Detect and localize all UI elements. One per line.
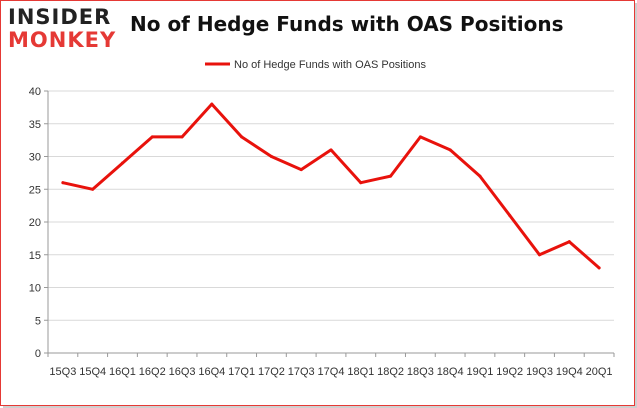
legend-label: No of Hedge Funds with OAS Positions xyxy=(234,59,426,71)
y-tick-label: 20 xyxy=(29,217,41,229)
x-tick-label: 18Q2 xyxy=(377,366,404,378)
data-point xyxy=(329,148,333,152)
data-point xyxy=(299,168,303,172)
data-point xyxy=(597,266,601,270)
data-point xyxy=(389,174,393,178)
insider-monkey-logo: INSIDER MONKEY xyxy=(8,6,118,56)
data-point xyxy=(180,135,184,139)
x-tick-label: 16Q3 xyxy=(169,366,196,378)
data-point xyxy=(150,135,154,139)
y-tick-label: 35 xyxy=(29,119,41,131)
x-tick-label: 20Q1 xyxy=(586,366,613,378)
y-tick-label: 5 xyxy=(35,315,41,327)
y-tick-labels: 0 5 10 15 20 25 30 35 40 xyxy=(29,86,41,360)
y-tick-label: 15 xyxy=(29,250,41,262)
y-tick-label: 40 xyxy=(29,86,41,98)
x-tick-label: 18Q1 xyxy=(347,366,374,378)
data-point xyxy=(567,240,571,244)
chart-title: No of Hedge Funds with OAS Positions xyxy=(130,12,564,36)
x-tick-label: 16Q2 xyxy=(139,366,166,378)
x-tick-label: 19Q1 xyxy=(466,366,493,378)
data-point xyxy=(210,102,214,106)
data-point xyxy=(240,135,244,139)
data-point xyxy=(269,155,273,158)
data-point xyxy=(538,253,542,257)
series-line xyxy=(61,102,601,270)
x-tick-label: 18Q3 xyxy=(407,366,434,378)
legend: No of Hedge Funds with OAS Positions xyxy=(205,59,426,71)
data-point xyxy=(61,181,65,185)
data-point xyxy=(91,187,95,191)
series-lines xyxy=(61,102,601,270)
data-point xyxy=(508,213,512,217)
x-tick-label: 17Q3 xyxy=(288,366,315,378)
x-tick-label: 19Q3 xyxy=(526,366,553,378)
x-tick-label: 19Q4 xyxy=(556,366,583,378)
x-tick-label: 16Q1 xyxy=(109,366,136,378)
x-tick-label: 15Q4 xyxy=(79,366,106,378)
y-tick-label: 25 xyxy=(29,184,41,196)
x-tick-label: 17Q2 xyxy=(258,366,285,378)
x-tick-label: 18Q4 xyxy=(437,366,464,378)
data-point xyxy=(359,181,363,185)
x-tick-labels: 15Q3 15Q4 16Q1 16Q2 16Q3 16Q4 17Q1 17Q2 17Q3 17Q4… xyxy=(49,366,612,378)
x-tick-label: 17Q4 xyxy=(318,366,345,378)
x-tick-label: 16Q4 xyxy=(198,366,225,378)
data-point xyxy=(418,135,422,139)
x-tick-label: 15Q3 xyxy=(49,366,76,378)
y-tick-label: 10 xyxy=(29,283,41,295)
data-point xyxy=(478,174,482,178)
grid-lines xyxy=(48,90,614,321)
y-tick-label: 0 xyxy=(35,348,41,360)
y-tick-label: 30 xyxy=(29,152,41,164)
data-point xyxy=(120,161,124,165)
logo-text-top: INSIDER xyxy=(8,5,112,29)
logo-text-bottom: MONKEY xyxy=(8,28,117,52)
x-tick-label: 17Q1 xyxy=(228,366,255,378)
data-point xyxy=(448,148,452,152)
x-tick-label: 19Q2 xyxy=(496,366,523,378)
axes xyxy=(44,90,615,357)
